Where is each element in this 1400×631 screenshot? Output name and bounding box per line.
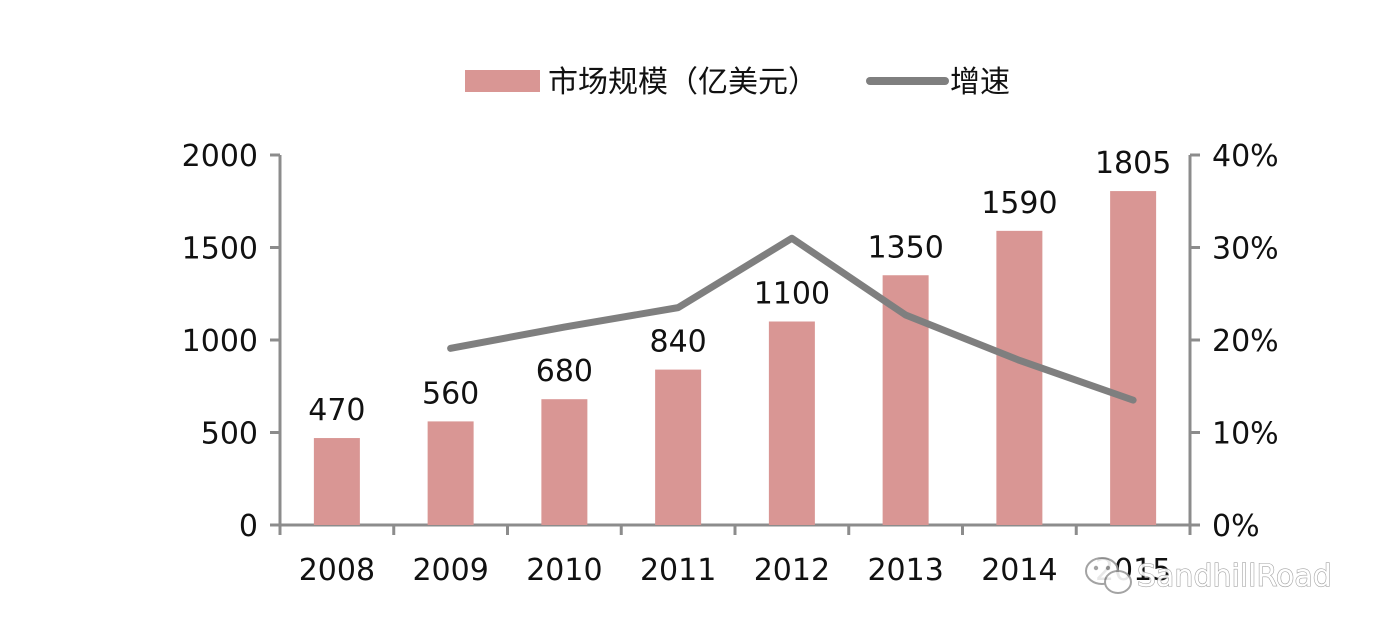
y-left-tick-label: 0: [239, 509, 258, 544]
growth-point: [677, 306, 680, 309]
bar-data-label: 840: [649, 325, 706, 360]
x-tick-label: 2011: [640, 553, 716, 588]
axes: 0 500 1000 1500 2000 0% 10% 20% 30% 40% 2008 2009 20…: [182, 139, 1279, 588]
watermark-text: SandhillRoad: [1137, 559, 1332, 594]
bar-data-label: 470: [308, 393, 365, 428]
y-left-tick-label: 2000: [182, 139, 258, 174]
growth-point: [1132, 399, 1135, 402]
y-left-tick-label: 500: [201, 417, 258, 452]
growth-point: [449, 347, 452, 350]
legend-label-market-size: 市场规模（亿美元）: [548, 65, 818, 100]
growth-point: [904, 314, 907, 317]
y-right-tick-label: 10%: [1212, 417, 1279, 452]
bar: [1110, 191, 1157, 525]
bars: [313, 191, 1157, 525]
legend: 市场规模（亿美元） 增速: [465, 65, 1010, 100]
x-tick-label: 2014: [981, 553, 1057, 588]
bar: [655, 369, 702, 525]
x-tick-label: 2010: [526, 553, 602, 588]
growth-point: [790, 237, 793, 240]
y-left-tick-label: 1000: [182, 324, 258, 359]
bar: [768, 321, 815, 525]
y-right-tick-label: 20%: [1212, 324, 1279, 359]
y-right-tick-label: 40%: [1212, 139, 1279, 174]
growth-point: [563, 326, 566, 329]
bar: [541, 399, 588, 525]
growth-line-group: [447, 234, 1137, 404]
x-tick-label: 2012: [754, 553, 830, 588]
y-left-tick-label: 1500: [182, 232, 258, 267]
bar: [427, 421, 474, 525]
bar: [313, 438, 360, 525]
x-tick-label: 2013: [867, 553, 943, 588]
bar-data-label: 1350: [867, 230, 943, 265]
bar-data-label: 680: [536, 354, 593, 389]
legend-swatch-market-size: [465, 70, 540, 92]
bar-data-label: 1100: [754, 277, 830, 312]
growth-point: [1018, 359, 1021, 362]
bar-labels: 470 560 680 840 1100 1350 1590 1805: [308, 146, 1171, 428]
y-right-tick-label: 0%: [1212, 509, 1260, 544]
bar-data-label: 1590: [981, 186, 1057, 221]
y-right-tick-label: 30%: [1212, 232, 1279, 267]
bar-data-label: 1805: [1095, 146, 1171, 181]
x-tick-label: 2009: [412, 553, 488, 588]
bar: [996, 230, 1043, 525]
x-tick-label: 2008: [299, 553, 375, 588]
wechat-icon: [1085, 557, 1132, 594]
legend-label-growth: 增速: [950, 65, 1010, 100]
bar-data-label: 560: [422, 376, 479, 411]
watermark: SandhillRoad: [1085, 557, 1332, 595]
